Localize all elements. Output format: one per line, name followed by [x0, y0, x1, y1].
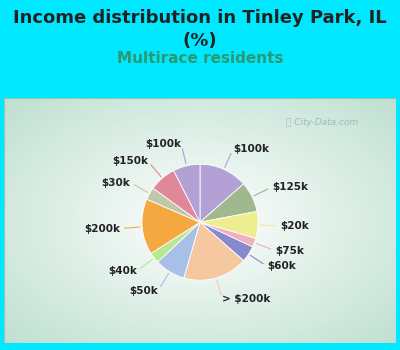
Wedge shape [174, 164, 200, 222]
Text: Income distribution in Tinley Park, IL: Income distribution in Tinley Park, IL [13, 9, 387, 27]
Wedge shape [142, 199, 200, 253]
Text: $40k: $40k [108, 266, 137, 277]
Text: $100k: $100k [233, 144, 269, 154]
Text: $60k: $60k [267, 261, 296, 271]
Text: $125k: $125k [272, 182, 308, 192]
Text: $200k: $200k [84, 224, 120, 233]
Text: Multirace residents: Multirace residents [117, 51, 283, 66]
Wedge shape [184, 222, 244, 280]
Wedge shape [200, 184, 257, 222]
Text: $75k: $75k [275, 246, 304, 256]
Text: > $200k: > $200k [222, 294, 271, 304]
Text: $50k: $50k [130, 286, 158, 295]
Wedge shape [200, 222, 252, 261]
Text: ⓘ City-Data.com: ⓘ City-Data.com [286, 118, 358, 127]
Text: $150k: $150k [112, 156, 148, 166]
Wedge shape [147, 188, 200, 222]
Wedge shape [151, 222, 200, 262]
Text: (%): (%) [183, 32, 217, 49]
Wedge shape [200, 222, 256, 247]
Wedge shape [153, 170, 200, 222]
Wedge shape [158, 222, 200, 278]
Wedge shape [200, 164, 244, 222]
Text: $100k: $100k [145, 139, 181, 149]
Text: $20k: $20k [280, 221, 309, 231]
Wedge shape [200, 211, 258, 238]
Text: $30k: $30k [102, 177, 130, 188]
